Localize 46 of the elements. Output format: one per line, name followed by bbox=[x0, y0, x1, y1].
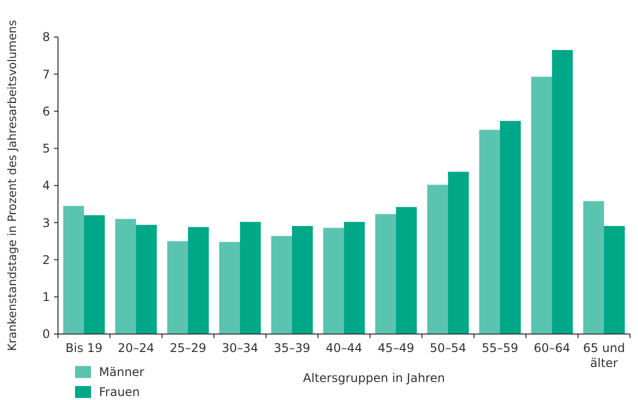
bar bbox=[344, 222, 365, 334]
bar bbox=[63, 206, 84, 334]
bar bbox=[583, 201, 604, 334]
legend-label: Frauen bbox=[99, 385, 140, 400]
x-tick-label: 55–59 bbox=[482, 341, 518, 355]
y-tick-label: 8 bbox=[42, 30, 50, 44]
bar bbox=[479, 130, 500, 334]
bar bbox=[271, 236, 292, 334]
x-tick-label: 40–44 bbox=[326, 341, 362, 355]
bar bbox=[136, 224, 157, 334]
bar bbox=[323, 228, 344, 334]
y-tick-label: 4 bbox=[42, 178, 50, 193]
x-tick-label: 45–49 bbox=[378, 341, 414, 355]
bar bbox=[448, 172, 469, 334]
y-tick-label: 5 bbox=[42, 142, 50, 156]
x-axis-title: Altersgruppen in Jahren bbox=[303, 371, 445, 385]
x-tick-label: Bis 19 bbox=[66, 341, 102, 355]
y-tick-label: 2 bbox=[42, 252, 50, 267]
bar bbox=[604, 226, 625, 334]
x-tick-label: 20–24 bbox=[118, 341, 154, 355]
bar bbox=[115, 218, 136, 334]
x-tick-label: 60–64 bbox=[534, 341, 570, 355]
bar bbox=[219, 242, 240, 334]
y-tick-label: 3 bbox=[42, 216, 50, 230]
bar bbox=[531, 76, 552, 334]
bar bbox=[396, 207, 417, 334]
bar bbox=[167, 241, 188, 334]
x-tick-label: 35–39 bbox=[274, 341, 310, 355]
x-tick-label: 65 und älter bbox=[583, 341, 625, 370]
bar bbox=[188, 227, 209, 334]
y-axis-title: Krankenstandstage in Prozent des Jahresarbeitsvolumens bbox=[5, 20, 19, 351]
bar bbox=[375, 214, 396, 334]
legend-label: Männer bbox=[99, 365, 144, 380]
x-tick-label: 30–34 bbox=[222, 341, 258, 355]
y-tick-label: 7 bbox=[42, 67, 50, 82]
y-tick-label: 1 bbox=[42, 290, 50, 304]
bar bbox=[84, 215, 105, 334]
bar bbox=[427, 184, 448, 334]
bar bbox=[500, 120, 521, 334]
bar bbox=[292, 226, 313, 334]
x-tick-label: 50–54 bbox=[430, 341, 466, 355]
bar bbox=[240, 222, 261, 334]
y-tick-label: 0 bbox=[42, 327, 50, 342]
bar bbox=[552, 50, 573, 334]
y-tick-label: 6 bbox=[42, 104, 50, 118]
x-tick-label: 25–29 bbox=[170, 341, 206, 355]
